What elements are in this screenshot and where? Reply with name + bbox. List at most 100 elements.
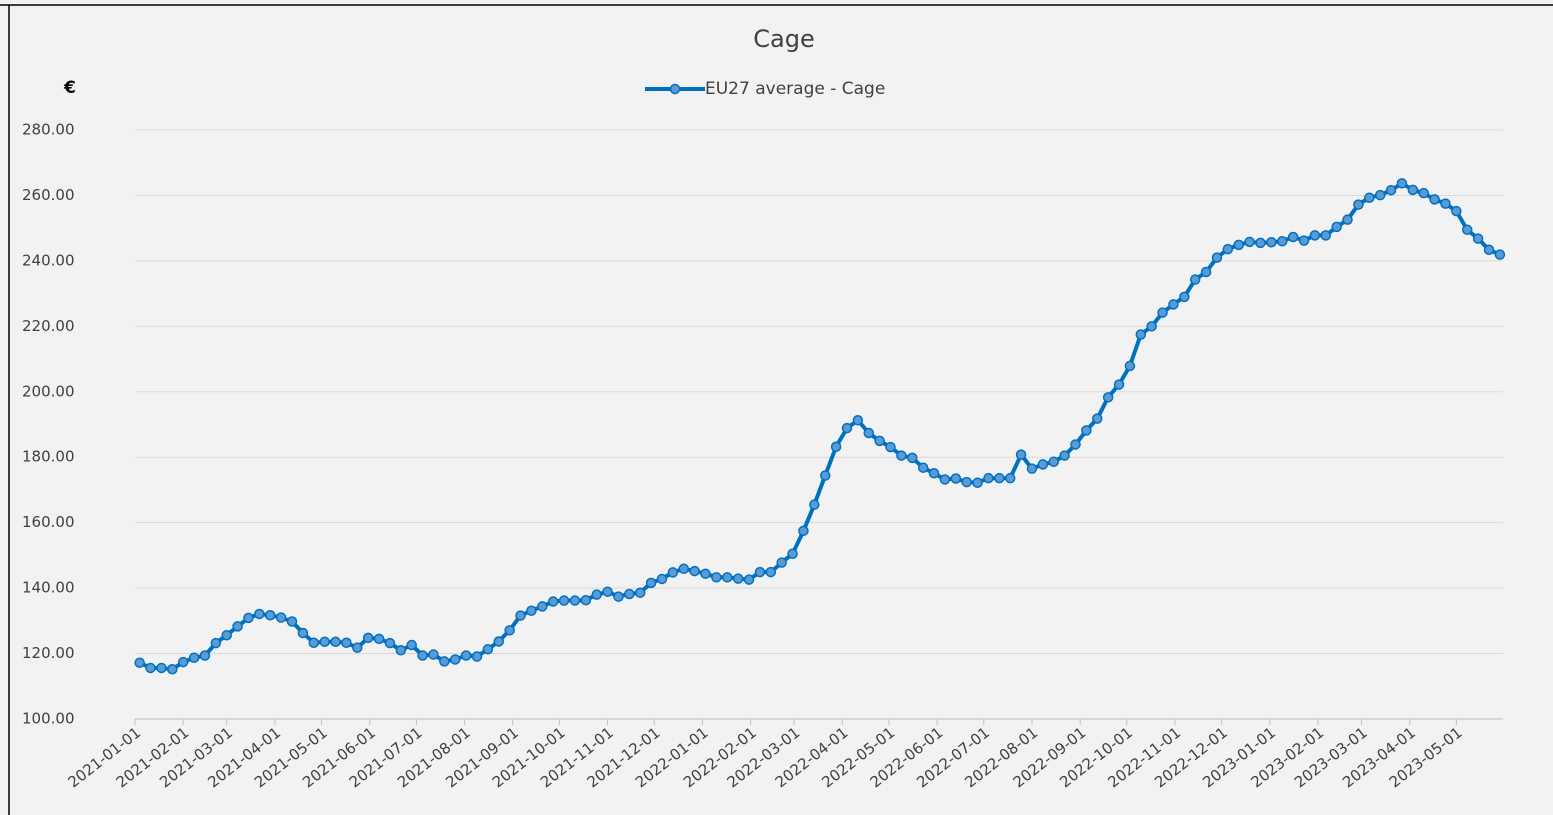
data-point (199, 650, 211, 661)
data-point (1233, 239, 1244, 251)
data-point (896, 450, 907, 461)
y-tick-label: 240.00 (22, 251, 75, 269)
data-point (950, 473, 962, 484)
data-point (439, 656, 450, 667)
data-point (722, 572, 733, 583)
data-point (286, 616, 298, 627)
y-axis-label: € (63, 78, 76, 98)
data-point (1266, 236, 1277, 248)
data-point (798, 525, 809, 537)
data-point (689, 565, 700, 577)
data-point (1353, 199, 1364, 210)
data-point (1309, 230, 1321, 241)
data-point (1374, 189, 1386, 201)
data-point (264, 610, 276, 621)
y-tick-label: 220.00 (22, 317, 75, 335)
data-point (863, 427, 874, 439)
data-point (384, 637, 396, 649)
data-point (1048, 456, 1059, 468)
data-point (1059, 450, 1070, 461)
data-point (591, 589, 602, 600)
data-point (613, 591, 624, 602)
data-point (1244, 236, 1255, 248)
data-point (711, 572, 722, 583)
data-point (754, 566, 766, 578)
data-point (1451, 205, 1462, 217)
data-point (1081, 425, 1092, 436)
data-point (254, 608, 265, 620)
data-point (1461, 224, 1473, 236)
y-tick-label: 120.00 (22, 644, 75, 662)
data-point (1113, 379, 1125, 390)
data-point (515, 610, 526, 621)
y-tick-label: 260.00 (22, 186, 75, 204)
data-point (1277, 236, 1288, 247)
data-point (1298, 235, 1310, 246)
data-point (917, 462, 929, 473)
data-point (1015, 449, 1027, 460)
data-point (1342, 214, 1353, 225)
data-point (275, 612, 287, 623)
data-point (1211, 252, 1223, 263)
data-point (395, 645, 407, 656)
data-point (547, 596, 559, 607)
data-point (667, 567, 679, 578)
data-point (656, 573, 668, 585)
data-point (1124, 360, 1136, 372)
data-point (537, 601, 548, 612)
data-point (471, 651, 483, 662)
data-point (885, 441, 896, 453)
data-point (1331, 221, 1342, 233)
data-point (787, 548, 798, 560)
data-point (765, 566, 777, 578)
data-point (1092, 413, 1103, 424)
data-point (145, 662, 156, 674)
data-point (645, 577, 657, 589)
chart-title: Cage (753, 25, 814, 53)
data-point (221, 629, 232, 641)
data-point (493, 636, 505, 647)
data-point (243, 612, 254, 624)
data-point (961, 476, 972, 488)
data-point (417, 650, 428, 661)
data-point (1135, 329, 1147, 340)
data-point (874, 435, 885, 447)
data-point (1102, 392, 1114, 403)
data-point (1429, 194, 1440, 205)
y-tick-label: 200.00 (22, 382, 75, 400)
data-point (1146, 321, 1157, 332)
data-point (907, 452, 918, 464)
data-point (1385, 184, 1397, 196)
data-point (308, 637, 320, 649)
data-point (373, 633, 385, 645)
data-point (406, 639, 417, 651)
data-point (1255, 237, 1266, 249)
y-tick-label: 100.00 (22, 710, 75, 728)
data-point (188, 652, 200, 664)
data-point (1418, 187, 1429, 199)
data-point (319, 636, 330, 648)
data-point (460, 650, 472, 661)
data-point (841, 422, 853, 434)
y-tick-label: 160.00 (22, 513, 75, 531)
data-point (1494, 249, 1506, 260)
data-point (1168, 299, 1179, 310)
y-tick-label: 280.00 (22, 121, 75, 139)
data-point (362, 632, 374, 644)
data-point (1222, 243, 1234, 255)
data-point (449, 654, 461, 665)
data-point (700, 568, 711, 579)
data-point (994, 472, 1005, 484)
data-point (634, 587, 646, 598)
y-tick-label: 180.00 (22, 448, 75, 466)
data-point (1157, 307, 1168, 318)
data-point (939, 474, 951, 485)
data-point (743, 574, 755, 585)
data-point (569, 595, 581, 606)
data-point (482, 644, 494, 655)
data-point (504, 625, 515, 636)
data-point (1483, 244, 1495, 256)
data-point (580, 594, 592, 606)
